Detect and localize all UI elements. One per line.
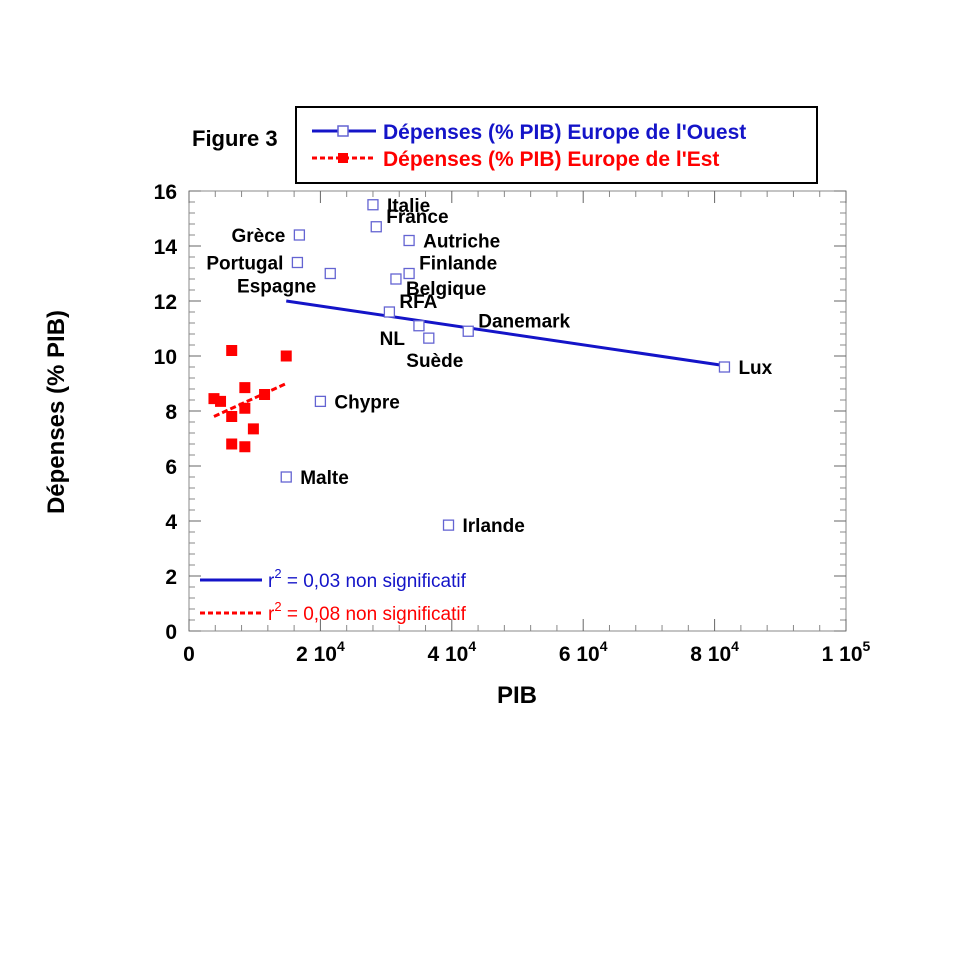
point-label-belgique: Belgique — [406, 279, 486, 300]
legend-east-label: Dépenses (% PIB) Europe de l'Est — [383, 148, 719, 171]
east-point-marker — [259, 389, 271, 400]
y-tick-label: 12 — [154, 291, 177, 314]
r2-symbol: r — [268, 571, 275, 592]
x-tick-label: 8 104 — [690, 638, 739, 666]
point-label-suède: Suède — [406, 351, 463, 372]
east-point-marker — [239, 382, 251, 394]
point-label-malte: Malte — [300, 468, 349, 489]
west-point-marker — [462, 325, 474, 337]
x-tick-mantissa: 1 10 — [822, 643, 863, 666]
y-tick-label: 6 — [165, 456, 177, 479]
point-label-lux: Lux — [738, 358, 772, 379]
west-point-marker — [367, 199, 379, 211]
x-tick-mantissa: 4 10 — [427, 643, 468, 666]
point-label-france: France — [386, 207, 448, 228]
x-tick-label: 2 104 — [296, 638, 345, 666]
x-tick-label: 0 — [183, 643, 195, 666]
r2-east-text: r2 = 0,08 non significatif — [268, 599, 467, 625]
legend-west-label: Dépenses (% PIB) Europe de l'Ouest — [383, 121, 746, 144]
legend-west-marker — [337, 125, 349, 137]
east-point-marker — [226, 438, 238, 450]
r2-exponent: 2 — [274, 599, 281, 614]
east-point-marker — [239, 402, 251, 414]
x-tick-exponent: 4 — [468, 638, 476, 654]
x-tick-mantissa: 0 — [183, 643, 195, 666]
point-label-grèce: Grèce — [232, 226, 286, 247]
x-tick-exponent: 5 — [863, 638, 871, 654]
point-label-portugal: Portugal — [206, 254, 283, 275]
y-tick-label: 16 — [154, 181, 177, 204]
west-point-marker — [390, 273, 402, 285]
y-tick-label: 8 — [165, 401, 177, 424]
x-tick-label: 6 104 — [559, 638, 608, 666]
x-tick-exponent: 4 — [600, 638, 608, 654]
figure-label: Figure 3 — [192, 126, 278, 151]
x-tick-mantissa: 8 10 — [690, 643, 731, 666]
r2-value: = 0,03 non significatif — [282, 571, 467, 592]
plot-frame — [188, 190, 847, 632]
x-tick-exponent: 4 — [337, 638, 345, 654]
point-label-rfa: RFA — [399, 292, 437, 313]
west-point-marker — [413, 320, 425, 332]
west-point-marker — [291, 256, 304, 269]
x-tick-mantissa: 6 10 — [559, 643, 600, 666]
x-tick-label: 1 105 — [822, 638, 871, 666]
east-fit-line — [213, 382, 287, 418]
x-axis-label: PIB — [497, 682, 537, 709]
y-tick-label: 14 — [154, 236, 178, 259]
x-tick-exponent: 4 — [731, 638, 739, 654]
east-point-marker — [239, 441, 251, 453]
point-label-italie: Italie — [387, 196, 430, 217]
east-point-marker — [226, 411, 238, 422]
west-point-marker — [403, 267, 415, 280]
x-tick-mantissa: 2 10 — [296, 643, 337, 666]
y-tick-label: 0 — [165, 621, 177, 644]
west-point-marker — [280, 471, 292, 483]
point-label-chypre: Chypre — [334, 392, 399, 413]
r2-symbol: r — [268, 604, 275, 625]
west-fit-line — [286, 299, 725, 368]
west-point-marker — [718, 361, 731, 373]
y-axis-label: Dépenses (% PIB) — [43, 310, 70, 514]
y-tick-label: 4 — [165, 511, 177, 534]
east-point-marker — [215, 395, 227, 407]
east-point-marker — [226, 345, 238, 356]
west-point-marker — [423, 332, 435, 344]
r2-west-text: r2 = 0,03 non significatif — [268, 566, 467, 592]
west-point-marker — [314, 395, 327, 408]
point-label-irlande: Irlande — [463, 516, 525, 537]
x-tick-label: 4 104 — [427, 638, 476, 666]
west-point-marker — [324, 267, 336, 280]
r2-value: = 0,08 non significatif — [282, 604, 467, 625]
west-point-marker — [403, 234, 415, 247]
point-label-danemark: Danemark — [478, 311, 570, 332]
r2-exponent: 2 — [274, 566, 281, 581]
legend-box — [295, 106, 818, 184]
point-label-nl: NL — [380, 329, 406, 350]
point-label-finlande: Finlande — [419, 254, 497, 275]
point-label-autriche: Autriche — [423, 232, 500, 253]
west-point-marker — [293, 229, 306, 241]
legend-east-marker — [338, 153, 348, 163]
y-tick-label: 2 — [165, 566, 177, 589]
west-point-marker — [383, 306, 396, 318]
east-point-marker — [247, 423, 259, 435]
west-point-marker — [442, 519, 455, 531]
point-label-espagne: Espagne — [237, 277, 316, 298]
west-point-marker — [370, 221, 382, 233]
east-point-marker — [280, 350, 292, 362]
east-point-marker — [208, 393, 220, 405]
y-tick-label: 10 — [154, 346, 177, 369]
